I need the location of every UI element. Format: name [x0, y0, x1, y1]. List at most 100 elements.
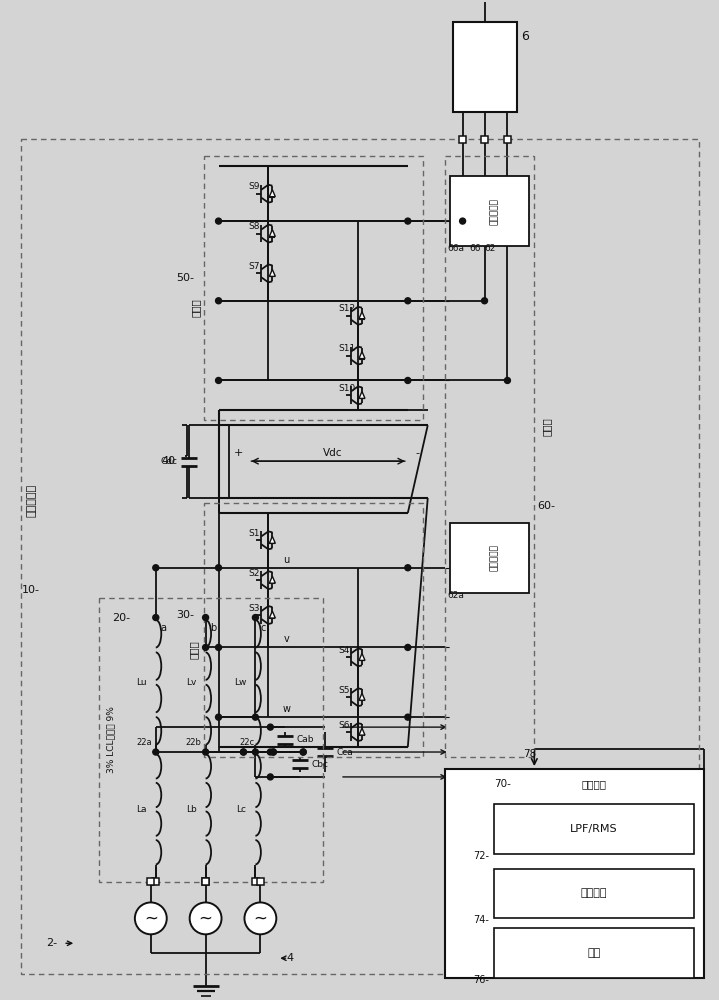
Polygon shape: [270, 269, 275, 276]
Circle shape: [301, 749, 306, 755]
Circle shape: [153, 749, 159, 755]
Text: 控制器: 控制器: [541, 417, 551, 436]
Text: 78: 78: [523, 749, 536, 759]
Circle shape: [405, 644, 411, 650]
Text: 2-: 2-: [45, 938, 57, 948]
Text: 10-: 10-: [22, 585, 40, 595]
Text: 整流器开关: 整流器开关: [490, 544, 499, 571]
Bar: [449, 176, 529, 246]
Circle shape: [267, 749, 273, 755]
Text: +: +: [234, 448, 243, 458]
Text: Cdc: Cdc: [161, 457, 178, 466]
Circle shape: [482, 298, 487, 304]
Circle shape: [267, 774, 273, 780]
Text: Lv: Lv: [186, 678, 196, 687]
Bar: [252, 878, 259, 885]
Circle shape: [267, 724, 273, 730]
Circle shape: [190, 902, 221, 934]
Circle shape: [203, 749, 209, 755]
Circle shape: [459, 218, 466, 224]
Bar: [444, 156, 534, 757]
Text: 62: 62: [485, 244, 496, 253]
Circle shape: [240, 749, 247, 755]
Circle shape: [216, 565, 221, 571]
Bar: [257, 878, 264, 885]
Circle shape: [270, 749, 276, 755]
Text: S12: S12: [338, 304, 355, 313]
Text: Lc: Lc: [237, 805, 247, 814]
Bar: [459, 136, 466, 143]
Text: S8: S8: [249, 222, 260, 231]
Text: 逆变器: 逆变器: [191, 298, 201, 317]
Polygon shape: [359, 728, 365, 735]
Text: -: -: [416, 448, 420, 458]
Circle shape: [405, 565, 411, 571]
Circle shape: [240, 749, 247, 755]
Text: 逆变器开关: 逆变器开关: [490, 198, 499, 225]
Text: Cab: Cab: [296, 735, 313, 744]
Text: a: a: [161, 623, 167, 633]
Text: S10: S10: [338, 384, 355, 393]
Text: 74-: 74-: [474, 915, 490, 925]
Text: 60-: 60-: [537, 501, 555, 511]
Text: S3: S3: [249, 604, 260, 613]
Circle shape: [244, 902, 276, 934]
Text: Cca: Cca: [336, 748, 353, 757]
Bar: [481, 136, 488, 143]
Bar: [444, 769, 704, 978]
Text: Lw: Lw: [234, 678, 247, 687]
Bar: [495, 928, 694, 978]
Circle shape: [216, 377, 221, 383]
Text: 4: 4: [287, 953, 294, 963]
Polygon shape: [270, 230, 275, 237]
Circle shape: [252, 615, 258, 621]
Text: 电机驱动器: 电机驱动器: [27, 483, 36, 517]
Polygon shape: [270, 611, 275, 618]
Text: 50-: 50-: [177, 273, 195, 283]
Text: 3% LCL滤波器 9%: 3% LCL滤波器 9%: [106, 706, 116, 773]
Polygon shape: [359, 653, 365, 660]
Text: ~: ~: [253, 909, 267, 927]
Text: u: u: [283, 555, 290, 565]
Polygon shape: [359, 312, 365, 319]
Circle shape: [405, 714, 411, 720]
Text: Lb: Lb: [186, 805, 196, 814]
Text: 20-: 20-: [112, 613, 130, 623]
Circle shape: [252, 714, 258, 720]
Text: S7: S7: [249, 262, 260, 271]
Text: 62a: 62a: [448, 591, 464, 600]
Text: b: b: [211, 623, 216, 633]
Text: 22b: 22b: [186, 738, 201, 747]
Text: S1: S1: [249, 529, 260, 538]
Text: La: La: [137, 805, 147, 814]
Bar: [449, 523, 529, 593]
Text: S2: S2: [249, 569, 260, 578]
Text: w: w: [283, 704, 290, 714]
Text: 阻抗计算: 阻抗计算: [581, 888, 608, 898]
Text: Cbc: Cbc: [311, 760, 328, 769]
Bar: [203, 156, 423, 420]
Text: 22a: 22a: [136, 738, 152, 747]
Bar: [147, 878, 155, 885]
Text: ~: ~: [144, 909, 157, 927]
Polygon shape: [270, 190, 275, 197]
Circle shape: [216, 218, 221, 224]
Text: 70-: 70-: [495, 779, 511, 789]
Text: Vdc: Vdc: [324, 448, 343, 458]
Circle shape: [203, 644, 209, 650]
Circle shape: [203, 615, 209, 621]
Text: ~: ~: [198, 909, 213, 927]
Text: 整流器: 整流器: [188, 640, 198, 659]
Text: 30-: 30-: [177, 610, 195, 620]
Text: 66: 66: [470, 244, 481, 253]
Text: 阈值: 阈值: [587, 948, 600, 958]
Bar: [99, 598, 323, 882]
Circle shape: [216, 714, 221, 720]
Text: c: c: [261, 623, 266, 633]
Bar: [152, 878, 160, 885]
Text: 22c: 22c: [240, 738, 255, 747]
Polygon shape: [270, 576, 275, 583]
Text: 6: 6: [521, 30, 529, 43]
Circle shape: [153, 615, 159, 621]
Circle shape: [505, 377, 510, 383]
